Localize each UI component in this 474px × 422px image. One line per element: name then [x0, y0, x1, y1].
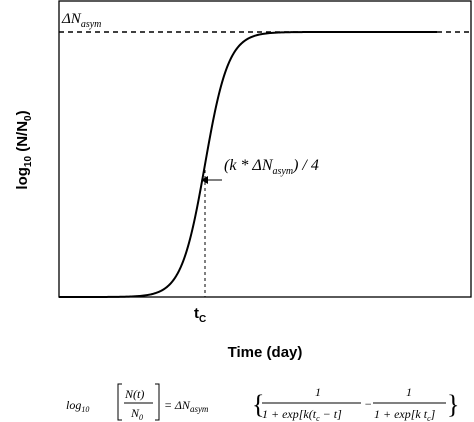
- formula: log10 N(t) N0 = ΔNasym { 1 1 + exp[k(tc …: [66, 383, 459, 422]
- x-axis-label: Time (day): [228, 344, 303, 361]
- formula-one-1: 1: [315, 385, 321, 399]
- tc-label: tC: [194, 305, 206, 325]
- formula-den-1: 1 + exp[k(tc − t]: [262, 407, 342, 422]
- slope-arrow-head: [201, 176, 208, 184]
- y-axis-label: log10 (N/N0): [14, 110, 34, 189]
- formula-equals: = ΔNasym: [164, 398, 209, 414]
- formula-minus: −: [364, 397, 372, 411]
- asymptote-label: ΔNasym: [61, 11, 101, 30]
- slope-label: (k * ΔNasym) / 4: [224, 157, 319, 177]
- formula-log: log10: [66, 398, 89, 414]
- formula-den: N0: [130, 406, 143, 422]
- formula-right-brace: }: [447, 390, 459, 419]
- sigmoid-curve: [59, 31, 437, 298]
- formula-num: N(t): [124, 387, 144, 401]
- formula-left-bracket: [117, 383, 122, 421]
- formula-right-bracket: [155, 383, 160, 421]
- formula-left-brace: {: [252, 390, 264, 419]
- plot-frame: [58, 0, 472, 298]
- formula-den-2: 1 + exp[k tc]: [374, 407, 436, 422]
- formula-one-2: 1: [406, 385, 412, 399]
